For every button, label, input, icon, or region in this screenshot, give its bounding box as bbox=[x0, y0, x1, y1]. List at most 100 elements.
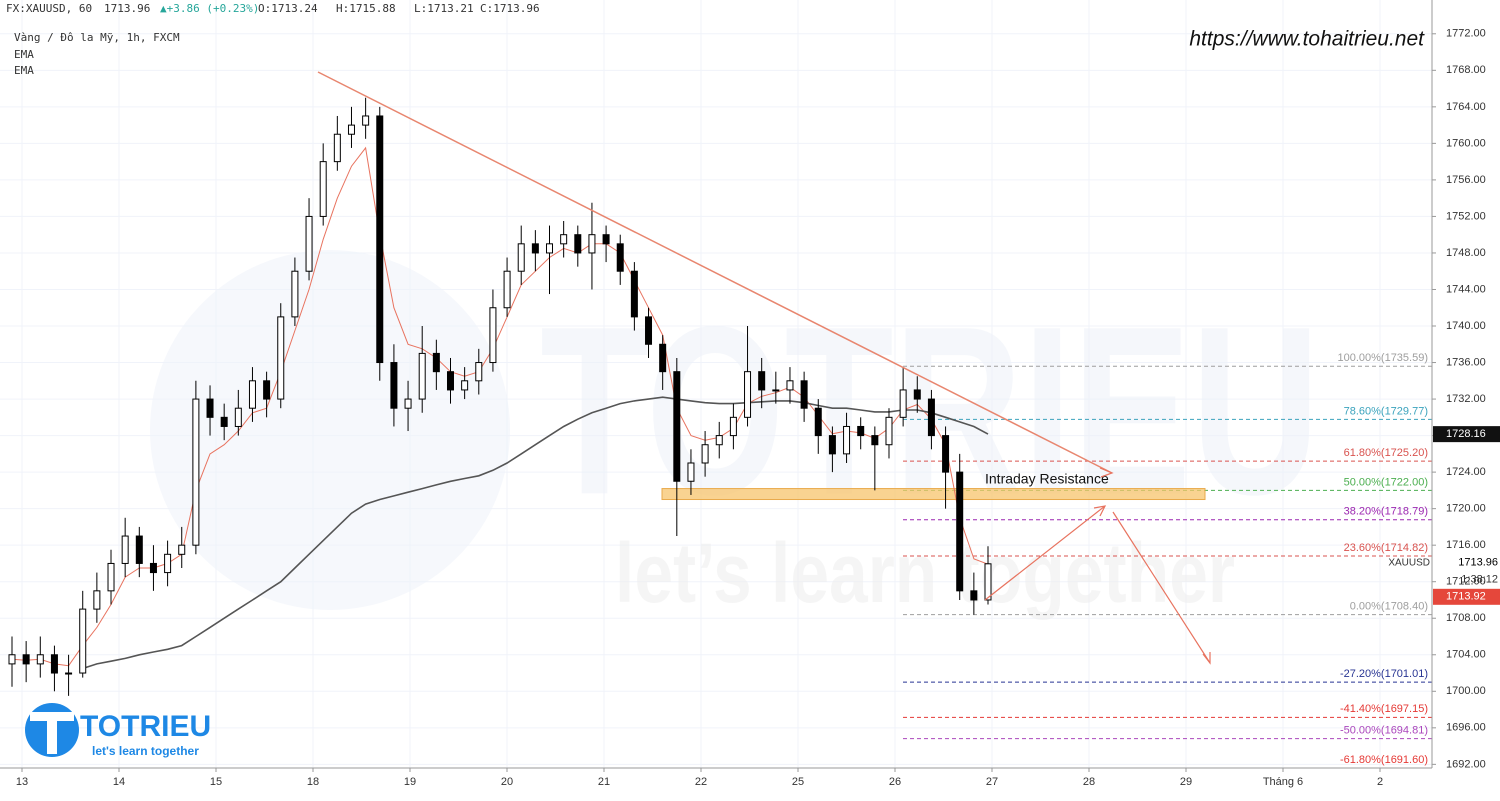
candle-body bbox=[645, 316, 653, 345]
candle-body bbox=[616, 243, 624, 272]
y-tick-label: 1744.00 bbox=[1446, 283, 1486, 295]
candle-body bbox=[913, 389, 921, 400]
x-tick-label: 13 bbox=[16, 776, 28, 788]
candle-body bbox=[843, 425, 851, 455]
legend-ema: EMA bbox=[14, 48, 34, 61]
candle-body bbox=[744, 371, 752, 418]
logo: TOTRIEU let's learn together bbox=[25, 703, 211, 758]
candle-body bbox=[857, 425, 865, 437]
candle-body bbox=[517, 243, 525, 272]
y-tick-label: 1752.00 bbox=[1446, 210, 1486, 222]
candle-body bbox=[65, 672, 73, 675]
y-tick-label: 1748.00 bbox=[1446, 247, 1486, 259]
candle-body bbox=[135, 535, 143, 564]
y-tick-label: 1704.00 bbox=[1446, 649, 1486, 661]
ema-line bbox=[11, 146, 989, 667]
candle-body bbox=[220, 416, 228, 427]
candle-body bbox=[531, 243, 539, 254]
candle-body bbox=[36, 654, 44, 665]
header-low: L:1713.21 bbox=[414, 2, 474, 15]
x-tick-label: 19 bbox=[404, 776, 416, 788]
x-tick-label: 27 bbox=[986, 776, 998, 788]
candle-body bbox=[362, 115, 370, 126]
fib-label: 50.00%(1722.00) bbox=[1344, 476, 1428, 488]
x-tick-label: 29 bbox=[1180, 776, 1192, 788]
fib-label: 78.60%(1729.77) bbox=[1344, 405, 1428, 417]
y-tick-label: 1756.00 bbox=[1446, 174, 1486, 186]
candle-body bbox=[404, 398, 412, 409]
candle-body bbox=[942, 435, 950, 473]
header-high: H:1715.88 bbox=[336, 2, 396, 15]
candle-body bbox=[984, 563, 992, 601]
candle-body bbox=[956, 471, 964, 592]
candle-body bbox=[772, 389, 780, 392]
candle-body bbox=[291, 270, 299, 318]
candle-body bbox=[687, 462, 695, 482]
candle-body bbox=[814, 407, 822, 437]
watermark-circle bbox=[150, 250, 510, 610]
candle-body bbox=[319, 161, 327, 217]
candle-body bbox=[602, 234, 610, 245]
fib-label: 61.80%(1725.20) bbox=[1344, 447, 1428, 459]
candle-body bbox=[93, 590, 101, 610]
ema-fast-badge: 1713.92 bbox=[1446, 591, 1486, 603]
axis-symbol: XAUUSD bbox=[1388, 557, 1430, 568]
y-tick-label: 1692.00 bbox=[1446, 758, 1486, 770]
header-close: C:1713.96 bbox=[480, 2, 540, 15]
x-tick-label: 18 bbox=[307, 776, 319, 788]
candle-body bbox=[234, 407, 242, 427]
x-tick-label: 28 bbox=[1083, 776, 1095, 788]
candle-body bbox=[701, 444, 709, 464]
candle-body bbox=[248, 380, 256, 409]
y-tick-label: 1708.00 bbox=[1446, 612, 1486, 624]
x-tick-label: 26 bbox=[889, 776, 901, 788]
candle-body bbox=[659, 343, 667, 373]
candle-body bbox=[758, 371, 766, 391]
candle-body bbox=[546, 243, 554, 254]
candle-body bbox=[347, 124, 355, 135]
header-change: ▲+3.86 (+0.23%) bbox=[160, 2, 259, 15]
candle-body bbox=[263, 380, 271, 400]
fib-label: 23.60%(1714.82) bbox=[1344, 542, 1428, 554]
candle-body bbox=[192, 398, 200, 546]
fib-label: -41.40%(1697.15) bbox=[1340, 703, 1428, 715]
projection-arrows bbox=[984, 467, 1211, 665]
x-tick-label: 15 bbox=[210, 776, 222, 788]
candle-body bbox=[206, 398, 214, 418]
trend-line bbox=[317, 71, 1113, 474]
website: https://www.tohaitrieu.net bbox=[1189, 28, 1425, 51]
header-symbol: FX:XAUUSD, 60 bbox=[6, 2, 92, 15]
price-axis bbox=[1432, 0, 1500, 768]
y-tick-label: 1732.00 bbox=[1446, 393, 1486, 405]
candle-body bbox=[871, 435, 879, 446]
y-tick-label: 1724.00 bbox=[1446, 466, 1486, 478]
y-tick-label: 1696.00 bbox=[1446, 722, 1486, 734]
candle-body bbox=[786, 380, 794, 391]
header: FX:XAUUSD, 60 1713.96 ▲+3.86 (+0.23%) O:… bbox=[6, 2, 540, 77]
candle-body bbox=[800, 380, 808, 409]
candle-body bbox=[121, 535, 129, 564]
y-tick-label: 1736.00 bbox=[1446, 356, 1486, 368]
candle-body bbox=[164, 553, 172, 574]
candle-body bbox=[673, 371, 681, 482]
candle-body bbox=[432, 352, 440, 373]
candle-body bbox=[50, 654, 58, 674]
x-tick-label: 2 bbox=[1377, 776, 1383, 788]
x-tick-label: 20 bbox=[501, 776, 513, 788]
last-price: 1713.96 bbox=[1458, 557, 1498, 569]
ema-line bbox=[82, 396, 989, 670]
y-tick-label: 1760.00 bbox=[1446, 137, 1486, 149]
candle-body bbox=[390, 362, 398, 409]
candle-body bbox=[305, 215, 313, 272]
plot: 100.00%(1735.59) 78.60%(1729.77) 61.80%(17… bbox=[8, 97, 1432, 769]
legend-title: Vàng / Đô la Mỹ, 1h, FXCM bbox=[14, 31, 180, 44]
x-tick-label: 22 bbox=[695, 776, 707, 788]
logo-name: TOTRIEU bbox=[80, 710, 211, 743]
axes: 1692.00 1696.00 1700.00 1704.00 1708.00 1712.… bbox=[16, 28, 1500, 788]
candle-body bbox=[503, 270, 511, 309]
candle-body bbox=[178, 544, 186, 555]
fib-label: 0.00%(1708.40) bbox=[1350, 600, 1428, 612]
candle-body bbox=[574, 234, 582, 254]
y-tick-label: 1712.00 bbox=[1446, 576, 1486, 588]
